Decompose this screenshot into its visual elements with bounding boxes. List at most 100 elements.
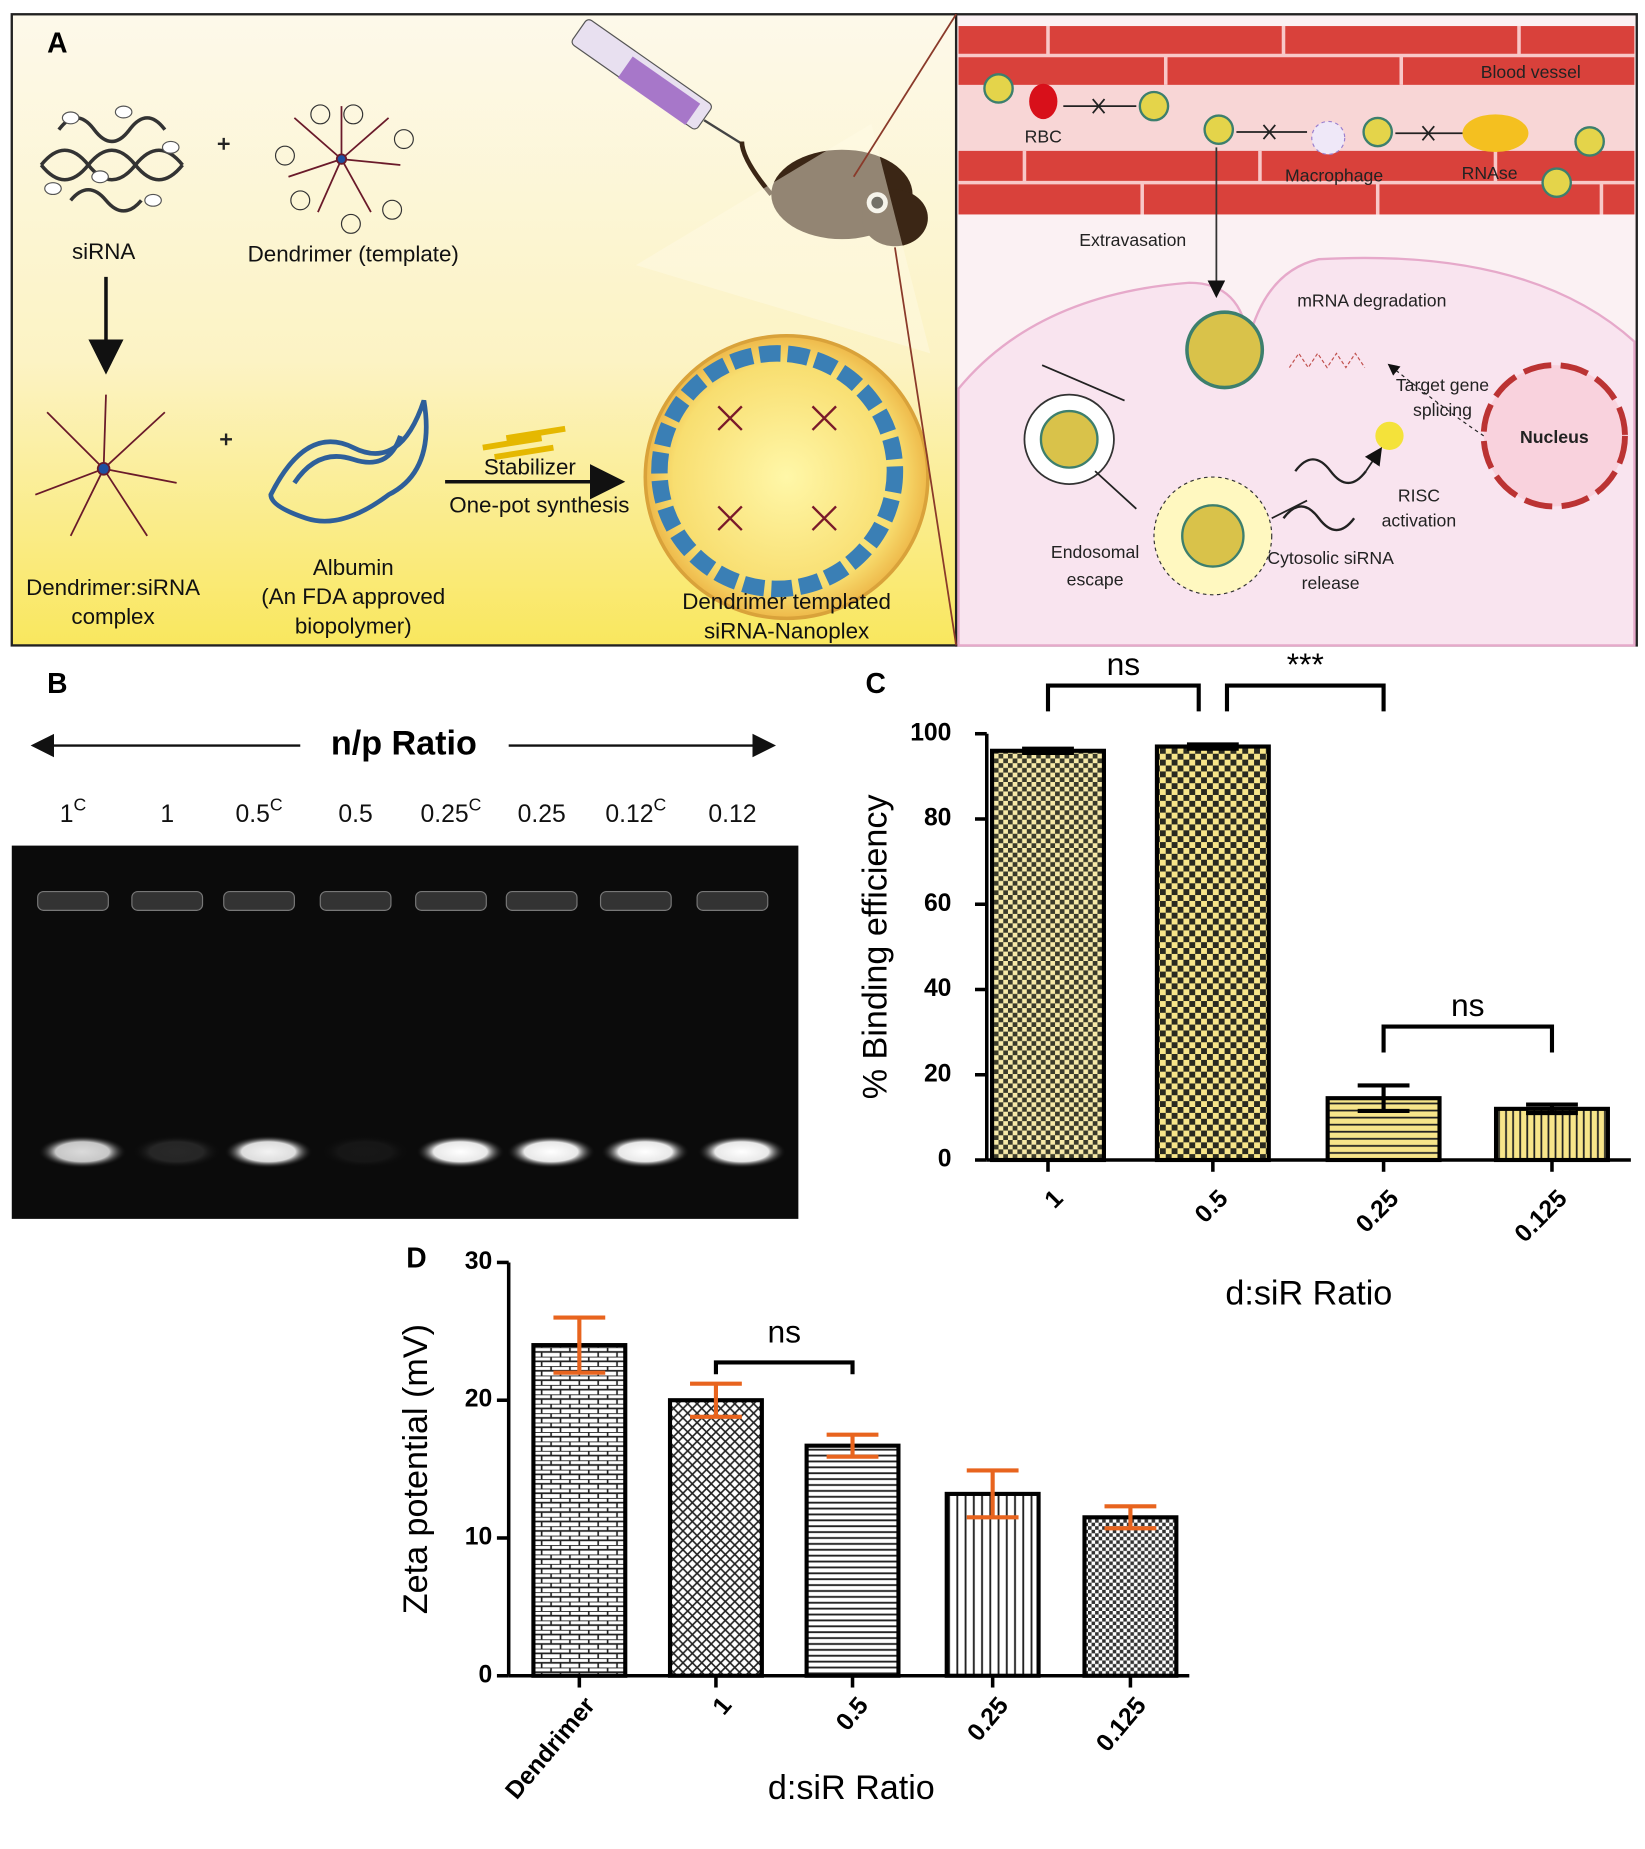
gel-well [319, 890, 392, 911]
label: Nucleus [1520, 427, 1589, 447]
gel-well [696, 890, 769, 911]
significance-label: *** [1287, 646, 1324, 682]
gel-band [697, 1135, 787, 1169]
gel-well [223, 890, 295, 911]
lane-superscript: C [654, 794, 667, 814]
gel-well [415, 890, 487, 911]
x-tick-label: 0.125 [1091, 1692, 1152, 1757]
risc-icon [1375, 421, 1404, 450]
label: mRNA degradation [1297, 290, 1446, 310]
x-tick-label: 0.25 [962, 1692, 1014, 1746]
y-tick-label: 40 [924, 975, 952, 1002]
error-bar [1186, 742, 1239, 751]
label: siRNA-Nanoplex [704, 618, 869, 643]
label: splicing [1413, 400, 1472, 420]
macrophage-icon [1311, 120, 1346, 155]
lane-label: 0.25C [421, 794, 482, 827]
nanoplex-cores [717, 405, 837, 531]
label: escape [1067, 569, 1124, 589]
gel-band [37, 1135, 128, 1169]
gel-band [223, 1135, 314, 1169]
bar [804, 1443, 901, 1678]
x-tick-label: 0.5 [1190, 1185, 1234, 1229]
y-tick-label: 0 [938, 1146, 952, 1173]
y-tick-label: 80 [924, 805, 952, 832]
lane-label: 1C [60, 794, 87, 827]
x-tick-label: 0.5 [831, 1692, 874, 1736]
label: RNAse [1462, 163, 1518, 183]
lane-value: 1 [60, 801, 74, 828]
lane-superscript: C [270, 794, 283, 814]
significance-label: ns [767, 1314, 801, 1350]
significance-bracket [1045, 683, 1201, 712]
lane-label: 0.12 [708, 801, 756, 828]
error-bar [1022, 746, 1074, 755]
stabilizer-icon [482, 425, 566, 460]
label: Target gene [1396, 375, 1489, 395]
lane-label: 1 [160, 801, 174, 828]
zoom-line [894, 247, 958, 646]
nanoparticles [983, 73, 1605, 198]
lane-value: 0.5 [338, 801, 372, 828]
x-axis-title: d:siR Ratio [1225, 1274, 1392, 1312]
arrow [1041, 364, 1380, 520]
panel-label: A [47, 26, 67, 58]
panel-label: B [47, 667, 67, 699]
zoom-line [852, 13, 957, 178]
label: siRNA [72, 239, 135, 264]
panel-label: C [865, 667, 885, 699]
label: (An FDA approved [261, 584, 445, 609]
error-bar [1357, 1083, 1410, 1114]
lane-value: 0.12 [708, 801, 756, 828]
sirna-charges [44, 105, 180, 207]
gel [11, 845, 799, 1219]
x-tick-label: Dendrimer [501, 1692, 601, 1804]
bar [1082, 1515, 1179, 1678]
panel-b: B n/p Ratio 1C 1 0.5C 0.5 0.25C 0.25 0.12C 0.12 [11, 667, 799, 1219]
x-tick-label: 1 [1040, 1185, 1069, 1214]
x-tick-label: 1 [708, 1692, 738, 1720]
y-tick-label: 20 [465, 1386, 492, 1413]
y-tick-label: 30 [465, 1248, 492, 1275]
mrna [1288, 352, 1366, 369]
lane-value: 0.25 [421, 801, 469, 828]
y-tick-label: 20 [924, 1060, 952, 1087]
error-bar [1526, 1102, 1578, 1116]
label: Cytosolic siRNA [1267, 548, 1394, 568]
label: Dendrimer:siRNA [26, 575, 200, 600]
error-bar [553, 1315, 606, 1375]
y-axis-title: Zeta potential (mV) [397, 1324, 435, 1614]
bar [944, 1491, 1041, 1678]
dendrimer-charges [274, 104, 414, 234]
gel-title: n/p Ratio [331, 725, 477, 763]
lane-label: 0.25 [518, 801, 566, 828]
gel-band [600, 1135, 691, 1169]
label: biopolymer) [295, 614, 412, 639]
nanoplex-shell [651, 345, 904, 598]
sirna-released [1282, 458, 1367, 532]
label: RBC [1025, 127, 1063, 147]
lane-value: 0.25 [518, 801, 566, 828]
bar [667, 1398, 764, 1678]
lane-label: 0.5C [235, 794, 282, 827]
x-tick-label: 0.125 [1510, 1185, 1573, 1248]
lane-value: 0.5 [235, 801, 269, 828]
gel-band [131, 1135, 222, 1169]
gel-well [131, 890, 204, 911]
significance-bracket [1381, 1024, 1555, 1053]
label: Macrophage [1285, 165, 1383, 185]
error-bar [966, 1468, 1019, 1520]
endocytosed-np [1185, 310, 1265, 390]
significance-label: ns [1107, 646, 1141, 682]
lane-label: 0.12C [605, 794, 666, 827]
label: Albumin [313, 555, 394, 580]
x-axis-title: d:siR Ratio [768, 1769, 935, 1807]
bar [1154, 744, 1271, 1163]
significance-bracket [1224, 683, 1386, 712]
panel-label: D [406, 1242, 426, 1274]
label: Extravasation [1079, 230, 1186, 250]
label: activation [1382, 510, 1457, 530]
syringe [571, 19, 743, 145]
